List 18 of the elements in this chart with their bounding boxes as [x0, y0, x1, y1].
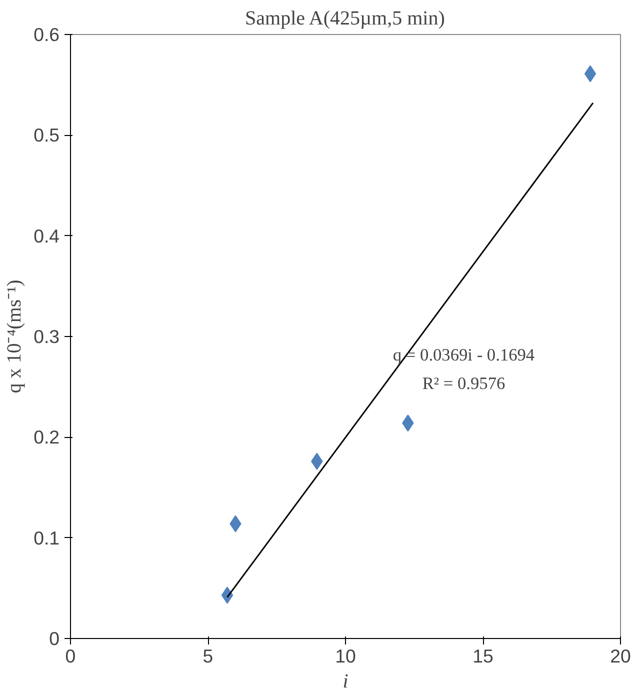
- x-tick-label: 0: [65, 646, 76, 666]
- x-tick-label: 20: [610, 646, 631, 666]
- y-tick-label: 0.1: [34, 527, 60, 548]
- y-tick-label: 0.2: [34, 426, 60, 448]
- x-tick-label: 10: [335, 646, 356, 666]
- x-axis-title: i: [342, 670, 348, 692]
- point: [584, 65, 596, 82]
- y-tick-label: 0.6: [34, 24, 60, 45]
- x-tick-label: 5: [202, 646, 214, 666]
- y-tick-label: 0.5: [34, 124, 60, 146]
- annotation: q = 0.0369i - 0.1694: [392, 346, 535, 365]
- y-tick-label: 0: [49, 628, 60, 649]
- annotation: R² = 0.9576: [422, 374, 506, 393]
- y-axis-title: q x 10⁻⁴(ms⁻¹): [4, 280, 26, 394]
- x-tick-label: 15: [472, 646, 494, 666]
- y-tick-label: 0.3: [34, 326, 60, 347]
- y-tick-label: 0.4: [34, 225, 60, 246]
- chart-title: Sample A(425µm,5 min): [245, 8, 445, 30]
